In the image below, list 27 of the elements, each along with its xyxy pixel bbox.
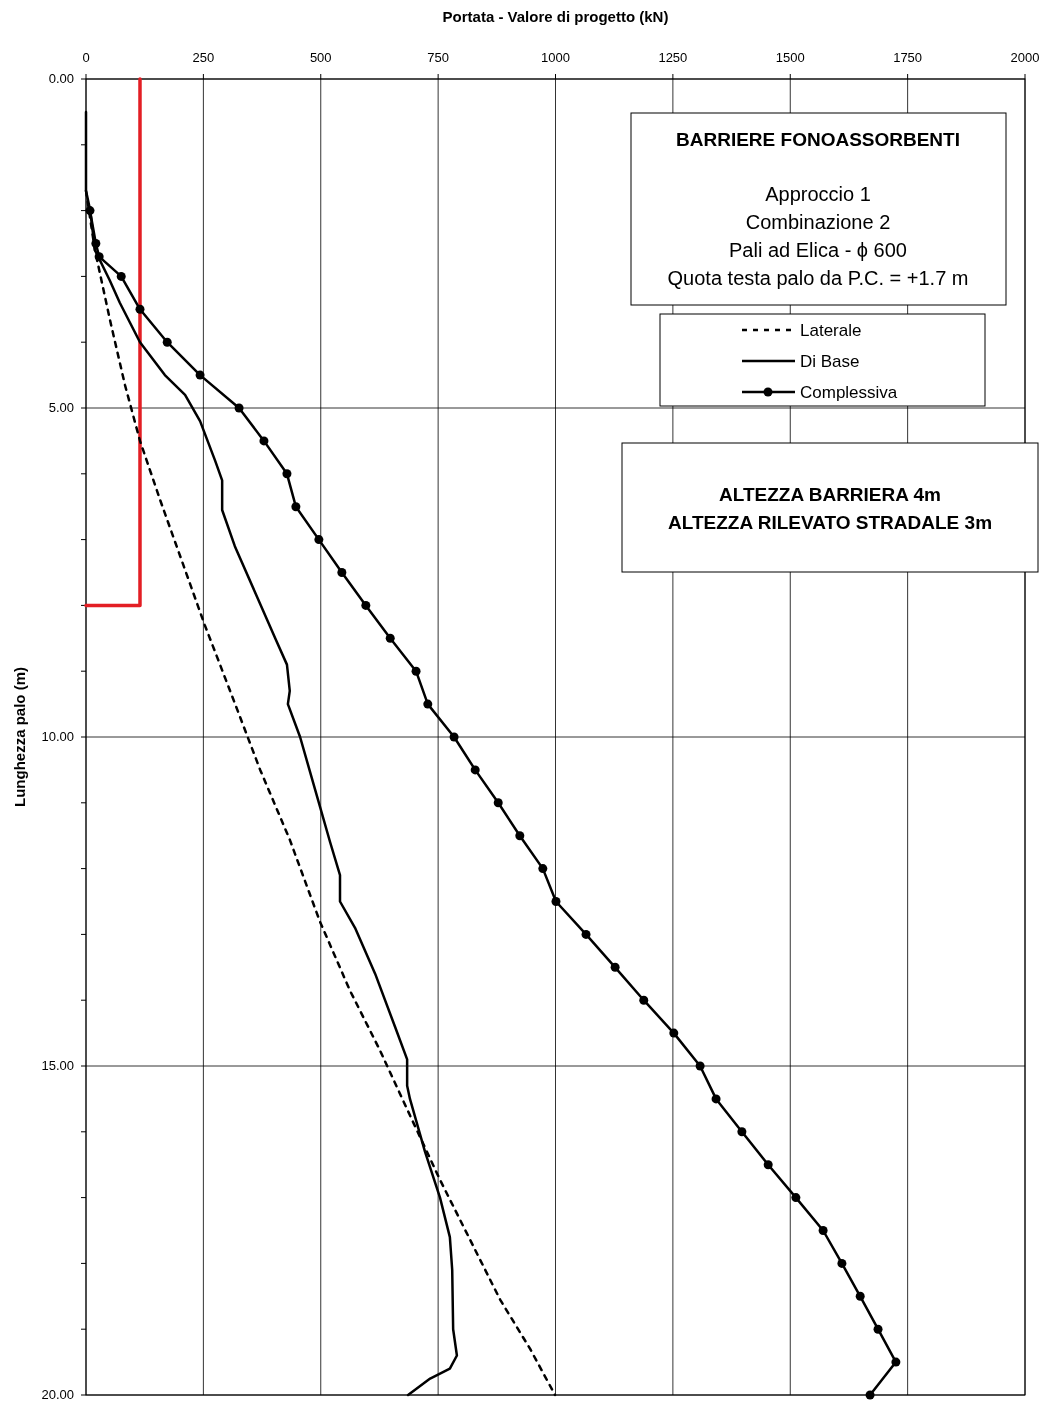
y-tick-label: 5.00 xyxy=(48,400,74,415)
x-tick-label: 750 xyxy=(427,50,449,65)
annotation: Combinazione 2 xyxy=(745,211,891,233)
y-tick-label: 0.00 xyxy=(48,71,74,86)
y-tick-label: 15.00 xyxy=(41,1058,74,1073)
annotation: BARRIERE FONOASSORBENTI xyxy=(676,129,960,150)
legend-label: Di Base xyxy=(800,352,860,371)
annotation: ALTEZZA RILEVATO STRADALE 3m xyxy=(667,512,993,533)
y-axis-title: Lunghezza palo (m) xyxy=(11,667,28,807)
x-axis-title: Portata - Valore di progetto (kN) xyxy=(442,8,669,25)
x-tick-label: 1750 xyxy=(893,50,923,65)
x-tick-label: 0 xyxy=(82,50,90,65)
annotation: Pali ad Elica - ϕ 600 xyxy=(729,239,907,261)
x-tick-label: 1250 xyxy=(658,50,688,65)
legend-label: Laterale xyxy=(800,321,862,340)
x-tick-label: 1500 xyxy=(775,50,805,65)
legend-label: Complessiva xyxy=(800,383,898,402)
text-box: ALTEZZA BARRIERA 4m ALTEZZA RILEVATO STRADALE 3m xyxy=(621,442,1039,573)
x-tick-label: 1000 xyxy=(541,50,570,65)
annotation: ALTEZZA BARRIERA 4m xyxy=(718,484,942,505)
annotation: Quota testa palo da P.C. = +1.7 m xyxy=(667,267,969,289)
x-tick-label: 500 xyxy=(309,50,332,65)
x-tick-label: 250 xyxy=(192,50,215,65)
y-tick-label: 10.00 xyxy=(41,729,74,744)
x-tick-label: 2000 xyxy=(1010,50,1040,65)
annotation: Approccio 1 xyxy=(765,183,871,205)
y-tick-label: 20.00 xyxy=(41,1387,74,1402)
